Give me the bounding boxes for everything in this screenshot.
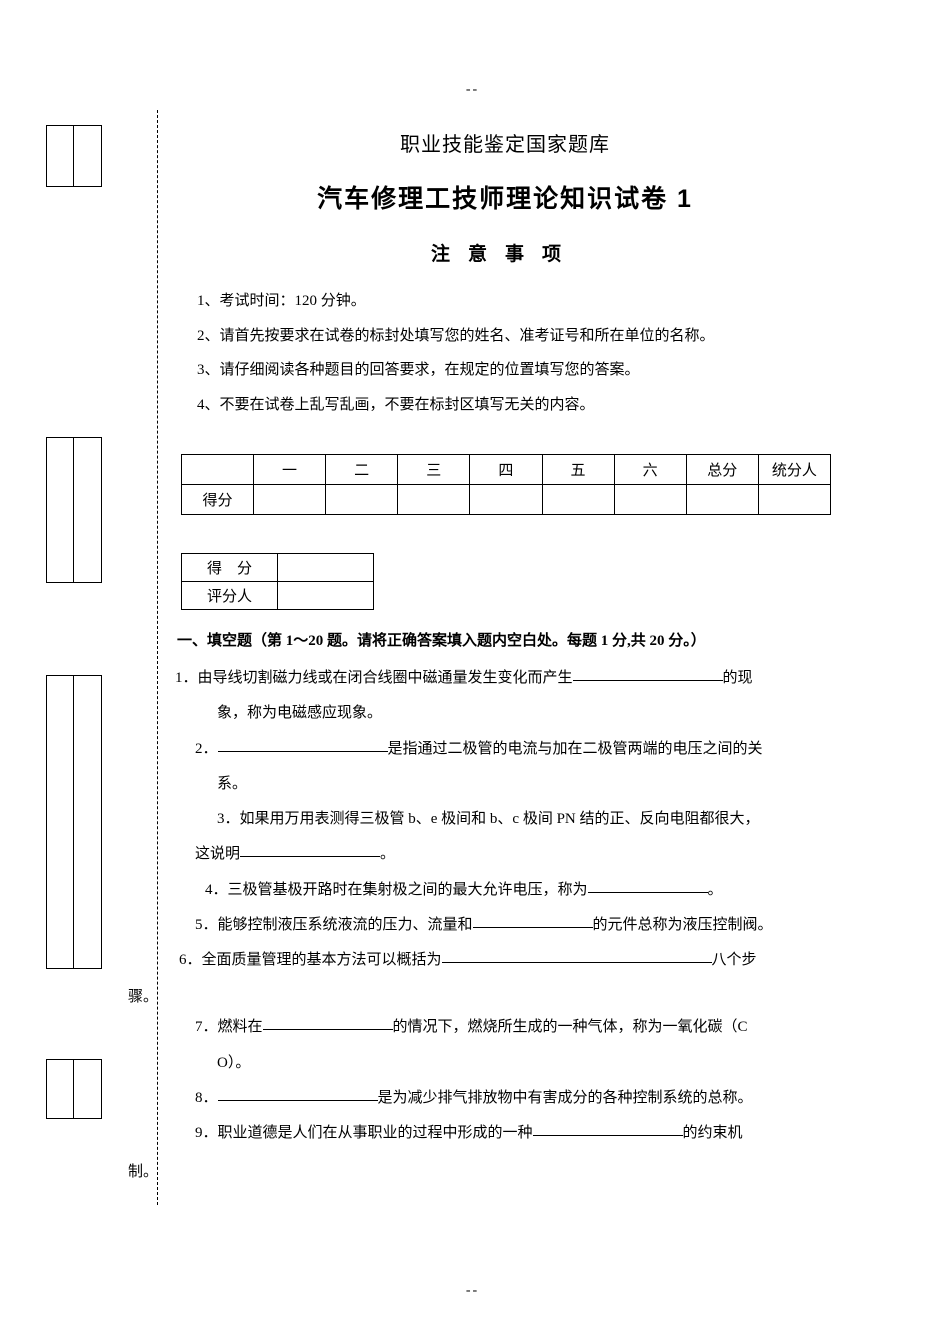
q-text: 的元件总称为液压控制阀。 (593, 917, 773, 933)
mini-label: 评分人 (182, 582, 278, 610)
question-6: 6．全面质量管理的基本方法可以概括为 八个步 (179, 943, 835, 978)
score-cell (686, 485, 758, 515)
score-col: 三 (398, 455, 470, 485)
instruction-item: 3、请仔细阅读各种题目的回答要求，在规定的位置填写您的答案。 (197, 353, 835, 388)
question-3-cont: 这说明 。 (195, 837, 835, 872)
q-text: 1．由导线切割磁力线或在闭合线圈中磁通量发生变化而产生 (175, 670, 573, 686)
q-text: 的现 (723, 670, 753, 686)
fill-blank[interactable] (240, 842, 380, 857)
question-4: 4．三极管基极开路时在集射极之间的最大允许电压，称为 。 (205, 873, 835, 908)
q-text: 7．燃料在 (195, 1019, 263, 1035)
question-2: 2． 是指通过二极管的电流与加在二极管两端的电压之间的关 (195, 732, 835, 767)
score-table-corner (182, 455, 254, 485)
score-row-label: 得分 (182, 485, 254, 515)
instructions: 1、考试时间：120 分钟。 2、请首先按要求在试卷的标封处填写您的姓名、准考证… (175, 284, 835, 422)
question-9: 9．职业道德是人们在从事职业的过程中形成的一种 的约束机 (195, 1116, 835, 1151)
mini-value (278, 582, 374, 610)
q-text: 的情况下，燃烧所生成的一种气体，称为一氧化碳（C (393, 1019, 748, 1035)
score-cell (326, 485, 398, 515)
overflow-word: 制。 (128, 1160, 158, 1181)
fill-blank[interactable] (573, 666, 723, 681)
fill-blank[interactable] (263, 1015, 393, 1030)
notice-heading: 注意事项 (175, 239, 835, 266)
question-1: 1．由导线切割磁力线或在闭合线圈中磁通量发生变化而产生 的现 (175, 661, 835, 696)
question-7: 7．燃料在 的情况下，燃烧所生成的一种气体，称为一氧化碳（C (195, 1010, 835, 1045)
q-text: 8． (195, 1090, 218, 1106)
q-text: 是为减少排气排放物中有害成分的各种控制系统的总称。 (378, 1090, 753, 1106)
overflow-word: 骤。 (128, 985, 158, 1006)
score-col: 五 (542, 455, 614, 485)
q-text: 9．职业道德是人们在从事职业的过程中形成的一种 (195, 1125, 533, 1141)
mini-label: 得 分 (182, 554, 278, 582)
section-1-title: 一、填空题（第 1～20 题。请将正确答案填入题内空白处。每题 1 分,共 20… (177, 628, 835, 655)
title: 汽车修理工技师理论知识试卷 1 (175, 179, 835, 215)
exam-content: 职业技能鉴定国家题库 汽车修理工技师理论知识试卷 1 注意事项 1、考试时间：1… (175, 128, 835, 1151)
tab-box (46, 1059, 102, 1119)
q-text: 。 (708, 882, 723, 898)
questions: 1．由导线切割磁力线或在闭合线圈中磁通量发生变化而产生 的现 象，称为电磁感应现象… (175, 661, 835, 1151)
q-text: 。 (380, 846, 395, 862)
score-col: 统分人 (758, 455, 830, 485)
fill-blank[interactable] (218, 737, 388, 752)
score-cell (398, 485, 470, 515)
question-3: 3．如果用万用表测得三极管 b、e 极间和 b、c 极间 PN 结的正、反向电阻… (217, 802, 835, 837)
q-text: 这说明 (195, 846, 240, 862)
score-col: 总分 (686, 455, 758, 485)
q-text: 6．全面质量管理的基本方法可以概括为 (179, 952, 442, 968)
score-cell (254, 485, 326, 515)
supertitle: 职业技能鉴定国家题库 (175, 128, 835, 157)
page-marker-bottom: -- (466, 1283, 479, 1299)
q-text: 5．能够控制液压系统液流的压力、流量和 (195, 917, 473, 933)
q-text: 4．三极管基极开路时在集射极之间的最大允许电压，称为 (205, 882, 588, 898)
grader-table: 得 分 评分人 (181, 553, 374, 610)
binding-tabs (46, 125, 104, 1119)
instruction-item: 2、请首先按要求在试卷的标封处填写您的姓名、准考证号和所在单位的名称。 (197, 319, 835, 354)
fold-line (157, 110, 158, 1205)
q-text: 2． (195, 741, 218, 757)
q-text: 八个步 (712, 952, 757, 968)
tab-box (46, 125, 102, 187)
question-1-cont: 象，称为电磁感应现象。 (217, 696, 835, 731)
q-text: 的约束机 (683, 1125, 743, 1141)
score-cell (542, 485, 614, 515)
score-col: 四 (470, 455, 542, 485)
score-table: 一 二 三 四 五 六 总分 统分人 得分 (181, 454, 831, 515)
question-8: 8． 是为减少排气排放物中有害成分的各种控制系统的总称。 (195, 1081, 835, 1116)
tab-box (46, 437, 102, 583)
page-marker-top: -- (466, 82, 479, 98)
fill-blank[interactable] (533, 1121, 683, 1136)
fill-blank[interactable] (218, 1086, 378, 1101)
score-col: 一 (254, 455, 326, 485)
score-cell (614, 485, 686, 515)
question-2-cont: 系。 (217, 767, 835, 802)
fill-blank[interactable] (588, 878, 708, 893)
fill-blank[interactable] (442, 948, 712, 963)
score-col: 六 (614, 455, 686, 485)
instruction-item: 1、考试时间：120 分钟。 (197, 284, 835, 319)
question-7-cont: O）。 (217, 1046, 835, 1081)
instruction-item: 4、不要在试卷上乱写乱画，不要在标封区填写无关的内容。 (197, 388, 835, 423)
tab-box (46, 675, 102, 969)
fill-blank[interactable] (473, 913, 593, 928)
score-cell (470, 485, 542, 515)
q-text: 是指通过二极管的电流与加在二极管两端的电压之间的关 (388, 741, 763, 757)
score-cell (758, 485, 830, 515)
score-col: 二 (326, 455, 398, 485)
mini-value (278, 554, 374, 582)
question-5: 5．能够控制液压系统液流的压力、流量和 的元件总称为液压控制阀。 (195, 908, 835, 943)
